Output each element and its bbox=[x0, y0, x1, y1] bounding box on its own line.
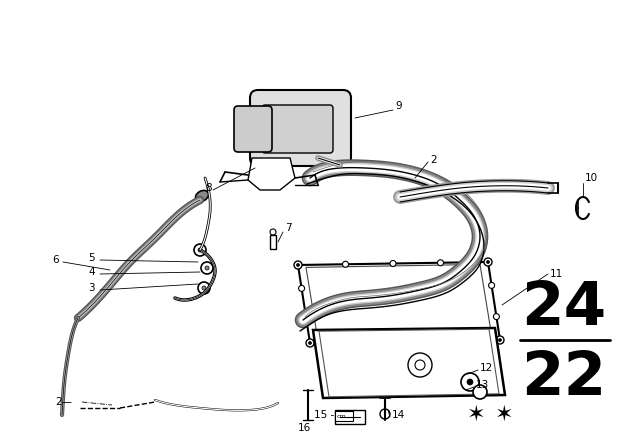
Circle shape bbox=[369, 302, 371, 305]
Circle shape bbox=[415, 360, 425, 370]
Circle shape bbox=[380, 409, 390, 419]
FancyBboxPatch shape bbox=[262, 105, 333, 153]
Circle shape bbox=[194, 244, 206, 256]
Polygon shape bbox=[306, 264, 492, 340]
Circle shape bbox=[296, 263, 300, 267]
Circle shape bbox=[499, 339, 502, 341]
Text: 7: 7 bbox=[285, 223, 292, 233]
FancyBboxPatch shape bbox=[234, 106, 272, 152]
Polygon shape bbox=[298, 262, 500, 343]
Circle shape bbox=[312, 316, 315, 319]
Text: 2: 2 bbox=[430, 155, 436, 165]
Circle shape bbox=[486, 260, 490, 263]
Text: 15 -: 15 - bbox=[314, 410, 334, 420]
Circle shape bbox=[299, 285, 305, 291]
Circle shape bbox=[342, 261, 349, 267]
Bar bbox=[335, 410, 365, 424]
Circle shape bbox=[198, 282, 210, 294]
Circle shape bbox=[467, 379, 473, 385]
Circle shape bbox=[202, 286, 206, 290]
Circle shape bbox=[496, 336, 504, 344]
Circle shape bbox=[493, 314, 499, 319]
Text: 8: 8 bbox=[205, 183, 212, 193]
Circle shape bbox=[270, 229, 276, 235]
Text: 3: 3 bbox=[88, 283, 95, 293]
Circle shape bbox=[390, 260, 396, 267]
Text: ✶: ✶ bbox=[467, 405, 485, 425]
Circle shape bbox=[294, 261, 302, 269]
Circle shape bbox=[488, 282, 495, 289]
Polygon shape bbox=[319, 329, 499, 397]
Circle shape bbox=[355, 339, 360, 345]
Circle shape bbox=[484, 258, 492, 266]
Text: 9: 9 bbox=[395, 101, 402, 111]
Text: 24: 24 bbox=[522, 279, 607, 337]
Text: 4: 4 bbox=[88, 267, 95, 277]
Ellipse shape bbox=[195, 190, 209, 202]
Circle shape bbox=[481, 239, 483, 242]
Circle shape bbox=[402, 339, 408, 345]
Bar bbox=[335, 411, 353, 421]
Polygon shape bbox=[313, 328, 505, 398]
Text: 22: 22 bbox=[522, 349, 607, 408]
Circle shape bbox=[445, 285, 448, 289]
Circle shape bbox=[441, 188, 444, 190]
Text: 5: 5 bbox=[88, 253, 95, 263]
FancyBboxPatch shape bbox=[250, 90, 351, 166]
Circle shape bbox=[198, 248, 202, 252]
Text: 13: 13 bbox=[476, 380, 489, 390]
Text: 10: 10 bbox=[585, 173, 598, 183]
Circle shape bbox=[303, 317, 309, 323]
Circle shape bbox=[365, 169, 368, 172]
Text: 6: 6 bbox=[52, 255, 59, 265]
Polygon shape bbox=[248, 158, 295, 190]
Text: 2—: 2— bbox=[55, 397, 72, 407]
Bar bbox=[270, 235, 276, 249]
Circle shape bbox=[308, 341, 312, 345]
Text: cm: cm bbox=[337, 414, 347, 418]
Circle shape bbox=[201, 262, 213, 274]
Circle shape bbox=[408, 353, 432, 377]
Text: 16: 16 bbox=[298, 423, 311, 433]
Text: 14: 14 bbox=[392, 410, 405, 420]
Circle shape bbox=[205, 266, 209, 270]
Text: ✶: ✶ bbox=[495, 405, 513, 425]
Circle shape bbox=[306, 339, 314, 347]
Circle shape bbox=[307, 180, 310, 182]
Text: 11: 11 bbox=[550, 269, 563, 279]
Circle shape bbox=[438, 260, 444, 266]
Circle shape bbox=[449, 338, 456, 344]
Circle shape bbox=[473, 385, 487, 399]
Circle shape bbox=[461, 373, 479, 391]
Text: 12: 12 bbox=[480, 363, 493, 373]
